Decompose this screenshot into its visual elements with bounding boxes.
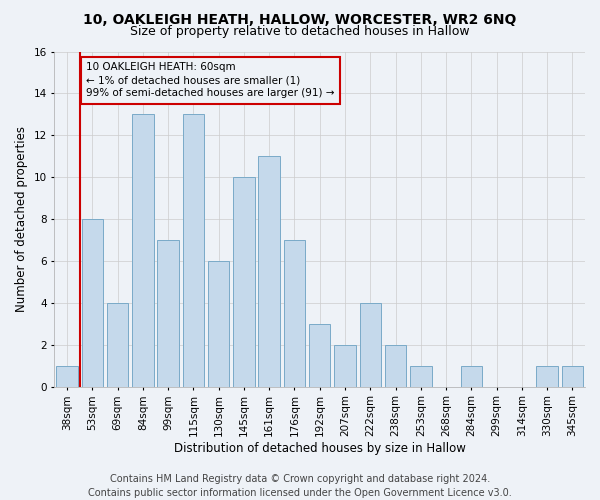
Bar [56,366,78,386]
Bar [385,345,406,387]
Text: 10 OAKLEIGH HEATH: 60sqm
← 1% of detached houses are smaller (1)
99% of semi-det: 10 OAKLEIGH HEATH: 60sqm ← 1% of detache… [86,62,335,98]
Bar [82,219,103,386]
Bar [562,366,583,386]
Bar [208,261,229,386]
Bar [334,345,356,387]
Bar [233,177,254,386]
Bar [536,366,558,386]
X-axis label: Distribution of detached houses by size in Hallow: Distribution of detached houses by size … [174,442,466,455]
Bar [259,156,280,386]
Bar [157,240,179,386]
Bar [107,303,128,386]
Bar [359,303,381,386]
Bar [182,114,204,386]
Bar [132,114,154,386]
Bar [461,366,482,386]
Bar [309,324,331,386]
Bar [410,366,431,386]
Y-axis label: Number of detached properties: Number of detached properties [15,126,28,312]
Text: Size of property relative to detached houses in Hallow: Size of property relative to detached ho… [130,25,470,38]
Text: 10, OAKLEIGH HEATH, HALLOW, WORCESTER, WR2 6NQ: 10, OAKLEIGH HEATH, HALLOW, WORCESTER, W… [83,12,517,26]
Text: Contains HM Land Registry data © Crown copyright and database right 2024.
Contai: Contains HM Land Registry data © Crown c… [88,474,512,498]
Bar [284,240,305,386]
